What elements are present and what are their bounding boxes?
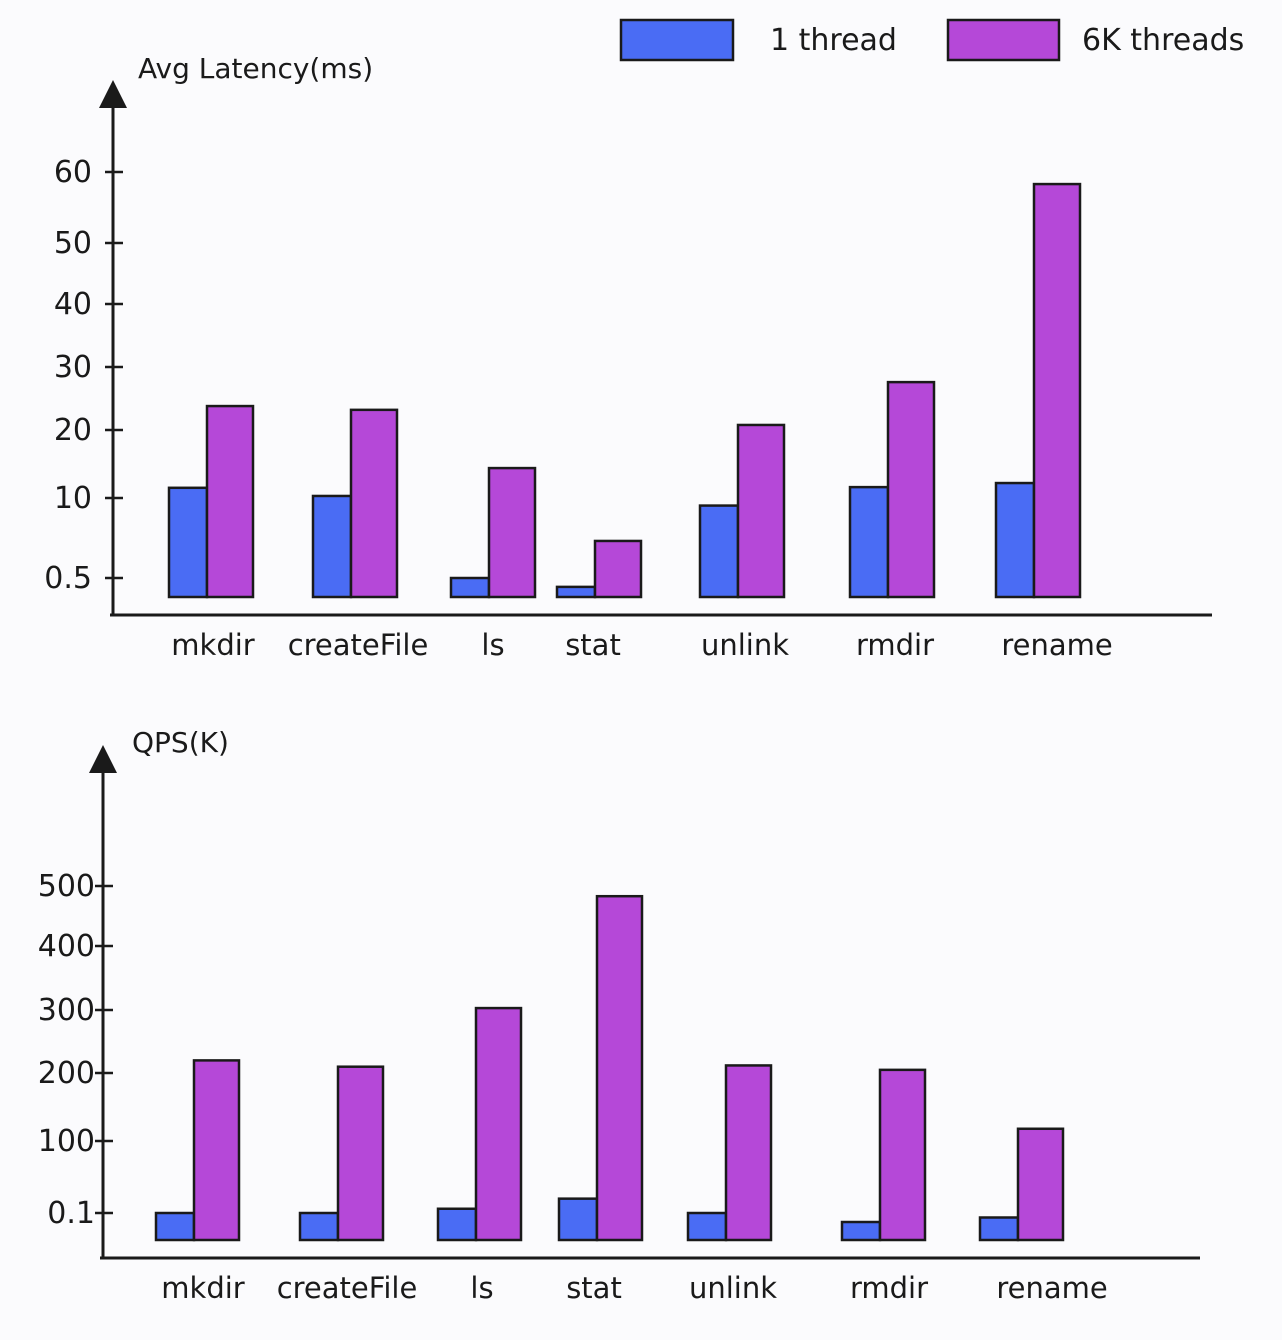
chart1-x-label-createfile: createFile <box>288 628 429 662</box>
chart1-y-tick-label: 40 <box>54 287 92 322</box>
chart1-bar-mkdir-1-thread <box>167 486 209 599</box>
legend-swatch-1-thread <box>619 18 735 62</box>
chart1-y-tick-label: 60 <box>54 155 92 190</box>
chart2-bar-rename-1-thread <box>978 1216 1020 1242</box>
chart2-bar-unlink-6k-threads <box>724 1064 773 1242</box>
legend-label-1-thread: 1 thread <box>770 23 897 58</box>
chart1-x-label-unlink: unlink <box>701 628 789 662</box>
chart2-bar-createfile-1-thread <box>298 1211 340 1242</box>
chart2-y-tick-label: 100 <box>38 1124 95 1159</box>
chart2-bar-mkdir-6k-threads <box>192 1059 241 1242</box>
chart1-bar-stat-6k-threads <box>593 539 643 599</box>
chart2-y-axis-arrow-icon <box>89 745 117 773</box>
legend-label-6k-threads: 6K threads <box>1082 23 1244 58</box>
chart1-x-label-mkdir: mkdir <box>171 628 255 662</box>
chart1-bar-createfile-6k-threads <box>349 408 399 599</box>
chart1-y-tick-label: 30 <box>54 350 92 385</box>
chart1-y-tick-label: 10 <box>54 481 92 516</box>
chart1-bar-unlink-1-thread <box>698 504 740 599</box>
chart1-x-label-rename: rename <box>1001 628 1112 662</box>
chart2-y-tick-label: 400 <box>38 929 95 964</box>
chart2-x-label-unlink: unlink <box>689 1271 777 1305</box>
chart2-y-tick-label: 0.1 <box>47 1196 95 1231</box>
chart2-x-label-ls: ls <box>470 1271 493 1305</box>
chart2-bar-ls-6k-threads <box>474 1006 523 1242</box>
chart2-x-label-createfile: createFile <box>277 1271 418 1305</box>
chart1-bar-mkdir-6k-threads <box>205 404 255 599</box>
chart2-y-tick-label: 300 <box>38 993 95 1028</box>
chart2-y-tick-label: 200 <box>38 1056 95 1091</box>
chart1-bar-unlink-6k-threads <box>736 423 786 599</box>
chart2-bar-unlink-1-thread <box>686 1211 728 1242</box>
chart2-bar-createfile-6k-threads <box>336 1065 385 1242</box>
chart1-bar-stat-1-thread <box>555 585 597 599</box>
chart2-bar-rename-6k-threads <box>1016 1127 1065 1242</box>
chart2-bar-mkdir-1-thread <box>154 1211 196 1242</box>
chart1-y-axis-arrow-icon <box>99 80 127 108</box>
chart2-x-label-stat: stat <box>566 1271 622 1305</box>
chart2-y-tick-label: 500 <box>38 869 95 904</box>
chart1-bar-rmdir-6k-threads <box>886 380 936 599</box>
chart1-bar-rename-6k-threads <box>1032 182 1082 599</box>
chart1-bar-rename-1-thread <box>994 481 1036 599</box>
chart2-bar-rmdir-6k-threads <box>878 1068 927 1242</box>
chart2-bar-rmdir-1-thread <box>840 1220 882 1242</box>
chart2-bar-ls-1-thread <box>436 1207 478 1242</box>
chart1-bar-createfile-1-thread <box>311 494 353 599</box>
legend-swatch-6k-threads <box>946 18 1061 62</box>
chart2-x-label-mkdir: mkdir <box>161 1271 245 1305</box>
chart1-y-tick-label: 50 <box>54 226 92 261</box>
chart1-bar-rmdir-1-thread <box>848 485 890 599</box>
chart1-bar-ls-1-thread <box>449 576 491 599</box>
chart1-y-axis-label: Avg Latency(ms) <box>138 52 373 85</box>
chart2-y-axis-label: QPS(K) <box>132 726 229 759</box>
chart1-bar-ls-6k-threads <box>487 466 537 599</box>
chart2-x-label-rmdir: rmdir <box>850 1271 928 1305</box>
chart1-x-label-stat: stat <box>565 628 621 662</box>
chart1-y-tick-label: 0.5 <box>44 561 92 596</box>
chart2-bar-stat-6k-threads <box>595 894 644 1242</box>
chart1-x-label-rmdir: rmdir <box>856 628 934 662</box>
chart2-bar-stat-1-thread <box>557 1197 599 1242</box>
chart1-y-tick-label: 20 <box>54 413 92 448</box>
chart1-x-label-ls: ls <box>481 628 504 662</box>
chart2-x-label-rename: rename <box>996 1271 1107 1305</box>
